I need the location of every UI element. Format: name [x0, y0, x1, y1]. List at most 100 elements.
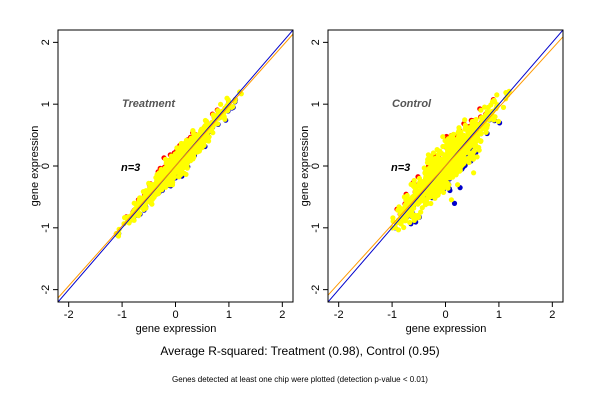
- treatment-data-point: [156, 170, 162, 176]
- control-data-point: [461, 134, 467, 140]
- treatment-data-point: [170, 173, 176, 179]
- control-data-point: [415, 182, 421, 189]
- control-data-point: [486, 116, 492, 123]
- treatment-data-point: [141, 205, 147, 211]
- control-data-point: [445, 136, 451, 142]
- treatment-data-point: [183, 146, 189, 152]
- control-data-point: [444, 153, 450, 159]
- control-data-point: [412, 188, 418, 195]
- control-data-point: [470, 156, 476, 162]
- control-data-point: [479, 116, 485, 123]
- control-data-point: [480, 126, 486, 132]
- control-x-tick-label: 0: [442, 309, 448, 321]
- treatment-x-tick-label: 1: [226, 309, 232, 321]
- control-data-point: [485, 104, 491, 110]
- treatment-y-axis-label: gene expression: [29, 126, 41, 207]
- treatment-data-point: [148, 181, 154, 188]
- control-data-point: [455, 182, 461, 188]
- control-data-point: [411, 177, 417, 184]
- control-outlier-point: [451, 200, 458, 206]
- control-data-point: [432, 156, 438, 162]
- control-x-tick-label: 1: [496, 309, 502, 321]
- control-data-point: [438, 150, 445, 156]
- figure-footnote: Genes detected at least one chip were pl…: [172, 375, 428, 384]
- control-data-point: [403, 197, 409, 203]
- treatment-data-point: [155, 178, 161, 184]
- control-data-point: [450, 174, 456, 180]
- control-data-point: [440, 134, 446, 140]
- treatment-reference-lines: [58, 30, 293, 302]
- treatment-x-tick-label: 0: [172, 309, 178, 321]
- treatment-data-point: [201, 125, 207, 131]
- control-data-point: [478, 107, 484, 113]
- treatment-data-point: [201, 142, 207, 148]
- control-data-point: [436, 174, 442, 180]
- control-data-point: [401, 224, 407, 231]
- control-data-point: [445, 163, 451, 169]
- treatment-data-point: [188, 135, 194, 141]
- control-data-point: [483, 129, 489, 135]
- control-x-axis-label: gene expression: [406, 323, 487, 335]
- treatment-data-point: [176, 174, 182, 180]
- treatment-axis-ticks: -2 -1 0 1 2 -2 -1 0 1 2: [40, 39, 285, 321]
- control-data-point: [471, 125, 477, 131]
- treatment-data-point: [131, 200, 137, 206]
- control-data-point: [448, 197, 454, 203]
- treatment-data-point: [184, 160, 190, 166]
- control-data-point: [474, 121, 480, 127]
- control-x-tick-label: -1: [387, 309, 397, 321]
- figure-caption: Average R-squared: Treatment (0.98), Con…: [160, 344, 440, 358]
- control-x-tick-label: -2: [334, 309, 344, 321]
- treatment-data-point: [174, 145, 180, 151]
- treatment-data-point: [164, 163, 170, 169]
- control-data-point: [469, 118, 475, 125]
- treatment-data-point: [163, 176, 169, 182]
- control-data-point: [437, 159, 443, 165]
- control-data-point: [489, 99, 496, 105]
- treatment-data-point: [184, 165, 190, 171]
- treatment-data-point: [226, 99, 232, 105]
- control-data-point: [453, 139, 459, 145]
- treatment-data-point: [161, 166, 168, 173]
- control-data-point: [402, 203, 408, 209]
- control-y-tick-label: -1: [310, 223, 322, 233]
- treatment-data-point: [193, 133, 199, 139]
- control-y-axis-label: gene expression: [299, 126, 311, 207]
- control-data-point: [471, 170, 477, 176]
- treatment-data-point: [202, 117, 208, 124]
- treatment-y-tick-label: 0: [40, 163, 52, 169]
- control-data-point: [409, 213, 415, 219]
- control-data-point: [445, 184, 451, 190]
- control-data-point: [445, 175, 451, 181]
- treatment-data-point: [170, 158, 176, 164]
- control-data-point: [457, 165, 463, 171]
- control-data-point: [473, 139, 479, 145]
- control-data-point: [495, 118, 501, 124]
- treatment-x-axis-label: gene expression: [136, 323, 217, 335]
- control-data-point: [484, 125, 490, 131]
- control-data-point: [407, 219, 413, 226]
- treatment-data-point: [190, 128, 196, 134]
- control-panel: -2 -1 0 1 2 -2 -1 0 1 2 Control n=3 gene expressi…: [299, 29, 564, 335]
- control-data-point: [458, 129, 464, 135]
- control-data-point: [439, 182, 445, 188]
- treatment-data-point: [168, 153, 174, 159]
- treatment-data-point: [171, 164, 177, 170]
- control-data-point: [466, 159, 472, 166]
- control-data-point: [411, 193, 417, 199]
- control-data-point: [423, 173, 429, 180]
- treatment-y-tick-label: 1: [40, 101, 52, 107]
- treatment-data-point: [140, 189, 146, 195]
- treatment-panel-label: Treatment: [122, 98, 176, 110]
- control-data-point: [460, 155, 466, 161]
- treatment-data-point: [222, 116, 228, 122]
- control-data-point: [456, 125, 462, 131]
- control-data-point: [444, 180, 450, 186]
- control-data-point: [473, 143, 479, 149]
- control-data-point: [427, 188, 433, 194]
- control-axis-ticks: -2 -1 0 1 2 -2 -1 0 1 2: [310, 39, 555, 321]
- control-y-tick-label: -2: [310, 285, 322, 295]
- treatment-data-point: [169, 182, 176, 188]
- control-data-point: [419, 205, 425, 211]
